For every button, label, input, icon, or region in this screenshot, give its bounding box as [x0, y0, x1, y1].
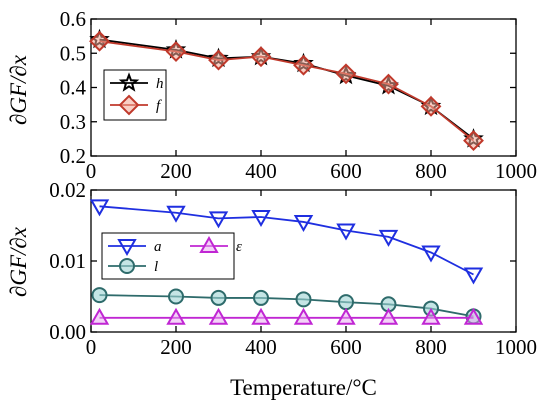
x-tick-label: 600 [330, 159, 362, 183]
data-point [168, 288, 184, 305]
x-tick-label: 1000 [495, 159, 537, 183]
y-tick-label: 0.01 [49, 249, 86, 273]
legend-marker [119, 258, 135, 274]
data-point [420, 95, 442, 117]
x-tick-label: 200 [160, 335, 192, 359]
data-point [210, 289, 227, 306]
chart-panel-2: 0 200 400 600 800 1000 0.00 0.01 0.02 ∂GF/∂x Tempe… [6, 178, 537, 400]
data-point [295, 291, 312, 308]
y-tick-label: 0.6 [60, 7, 86, 31]
data-point [378, 229, 399, 247]
x-tick-label: 0 [86, 159, 97, 183]
y-tick-label: 0.00 [49, 320, 86, 344]
data-point [421, 245, 441, 263]
y-tick-label: 0.5 [60, 41, 86, 65]
legend-label: h [156, 76, 164, 92]
x-tick-label: 400 [245, 159, 277, 183]
chart-panel-1: 0 200 400 600 800 1000 0.2 0.3 0.4 0.5 0.6 ∂GF/∂x hf [6, 7, 537, 183]
x-tick-label: 800 [415, 335, 447, 359]
legend-marker [118, 72, 140, 92]
y-tick-label: 0.02 [49, 178, 86, 202]
series-ε [89, 307, 484, 325]
legend-label: ε [236, 239, 242, 255]
data-point [336, 223, 356, 241]
legend: al ε [101, 232, 242, 280]
y-tick-label: 0.2 [60, 144, 86, 168]
data-point [335, 63, 357, 85]
data-point [463, 130, 484, 152]
x-tick-label: 800 [415, 159, 447, 183]
data-point [338, 294, 354, 311]
x-tick-label: 400 [245, 335, 277, 359]
data-point [208, 211, 229, 229]
legend: hf [103, 69, 167, 121]
y-axis-label: ∂GF/∂x [6, 226, 31, 297]
legend-label: a [154, 239, 162, 255]
series-f [89, 30, 484, 152]
x-tick-label: 0 [86, 335, 97, 359]
data-point [166, 307, 186, 325]
data-point [250, 46, 272, 68]
data-point [89, 199, 110, 217]
legend-box [103, 69, 167, 121]
data-point [253, 289, 269, 306]
data-point [91, 287, 108, 304]
legend-marker [117, 239, 137, 257]
data-point [293, 54, 314, 76]
series-a [89, 199, 484, 285]
data-point [421, 307, 441, 325]
legend-marker [199, 235, 219, 253]
y-tick-label: 0.4 [60, 76, 87, 100]
x-tick-label: 600 [330, 335, 362, 359]
data-point [463, 267, 484, 285]
legend-label: f [156, 98, 162, 114]
series-line [99, 205, 474, 276]
data-point [251, 307, 271, 325]
data-point [208, 49, 229, 71]
data-point [463, 307, 484, 325]
data-point [378, 73, 399, 95]
data-point [166, 205, 186, 223]
data-point [251, 209, 271, 227]
data-point [336, 307, 356, 325]
series-line [99, 294, 474, 318]
data-point [89, 307, 110, 325]
y-tick-label: 0.3 [60, 110, 86, 134]
data-point [165, 41, 187, 62]
data-point [293, 214, 314, 232]
legend-label: l [154, 259, 158, 275]
legend-marker [118, 94, 140, 116]
x-tick-label: 200 [160, 159, 192, 183]
data-point [378, 307, 399, 325]
data-point [89, 30, 110, 52]
x-tick-label: 1000 [495, 335, 537, 359]
x-axis-label: Temperature/°C [230, 375, 377, 400]
y-axis-label: ∂GF/∂x [6, 54, 31, 125]
data-point [208, 307, 229, 325]
data-point [293, 307, 314, 325]
